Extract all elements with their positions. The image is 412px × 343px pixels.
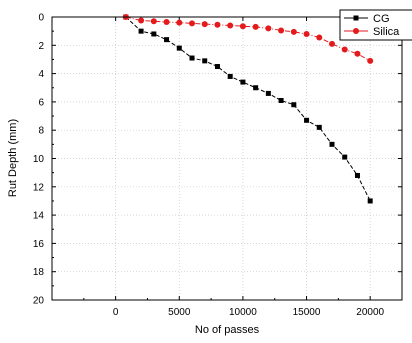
legend-label-cg: CG bbox=[373, 13, 390, 25]
point-silica bbox=[150, 18, 157, 25]
y-axis-title: Rut Depth (mm) bbox=[7, 119, 19, 197]
point-cg bbox=[253, 85, 259, 91]
legend-box bbox=[339, 9, 412, 41]
point-silica bbox=[329, 40, 335, 47]
legend-marker-silica bbox=[353, 28, 359, 34]
point-cg bbox=[367, 198, 373, 204]
point-cg bbox=[227, 73, 233, 79]
x-tick-label: 5000 bbox=[168, 307, 191, 318]
x-tick-label: 10000 bbox=[229, 307, 257, 318]
point-cg bbox=[151, 31, 157, 37]
x-tick-label: 0 bbox=[113, 307, 119, 318]
point-cg bbox=[354, 172, 360, 178]
point-silica bbox=[354, 50, 361, 57]
point-cg bbox=[304, 117, 310, 123]
x-tick-label: 20000 bbox=[356, 307, 384, 318]
y-tick-label: 10 bbox=[33, 154, 45, 165]
point-silica bbox=[227, 22, 234, 29]
y-tick-label: 0 bbox=[38, 13, 44, 24]
point-cg bbox=[189, 55, 195, 61]
point-silica bbox=[189, 20, 195, 27]
point-silica bbox=[201, 21, 208, 28]
point-silica bbox=[341, 46, 348, 53]
point-silica bbox=[278, 27, 285, 34]
point-cg bbox=[240, 79, 246, 85]
point-cg bbox=[214, 64, 220, 70]
y-tick-label: 14 bbox=[33, 211, 45, 222]
x-tick-label: 15000 bbox=[293, 307, 321, 318]
y-tick-label: 2 bbox=[38, 41, 44, 52]
point-silica bbox=[214, 21, 221, 28]
point-silica bbox=[176, 19, 183, 26]
y-tick-label: 8 bbox=[38, 126, 44, 137]
point-silica bbox=[290, 28, 297, 35]
point-silica bbox=[163, 18, 170, 25]
point-cg bbox=[329, 141, 335, 147]
y-tick-label: 18 bbox=[33, 267, 45, 278]
point-cg bbox=[138, 28, 144, 34]
point-cg bbox=[342, 154, 348, 160]
series-group bbox=[122, 14, 374, 204]
point-cg bbox=[202, 58, 208, 64]
point-silica bbox=[316, 34, 323, 41]
point-silica bbox=[239, 23, 246, 30]
legend-label-silica: Silica bbox=[373, 26, 400, 38]
point-silica bbox=[252, 23, 259, 30]
y-tick-label: 16 bbox=[33, 239, 45, 250]
point-silica bbox=[303, 30, 310, 37]
plot-frame bbox=[51, 16, 403, 301]
point-cg bbox=[176, 45, 182, 51]
y-tick-label: 20 bbox=[33, 296, 45, 307]
point-silica bbox=[138, 17, 145, 24]
legend-marker-cg bbox=[353, 15, 359, 21]
point-cg bbox=[316, 124, 322, 130]
point-cg bbox=[278, 97, 284, 103]
y-tick-label: 12 bbox=[33, 182, 45, 193]
point-cg bbox=[164, 37, 170, 43]
y-tick-label: 4 bbox=[38, 69, 44, 80]
y-tick-label: 6 bbox=[38, 97, 44, 108]
point-cg bbox=[265, 90, 271, 96]
point-silica bbox=[265, 25, 272, 32]
x-axis-title: No of passes bbox=[195, 324, 260, 336]
point-cg bbox=[291, 102, 297, 108]
point-silica bbox=[367, 57, 374, 64]
